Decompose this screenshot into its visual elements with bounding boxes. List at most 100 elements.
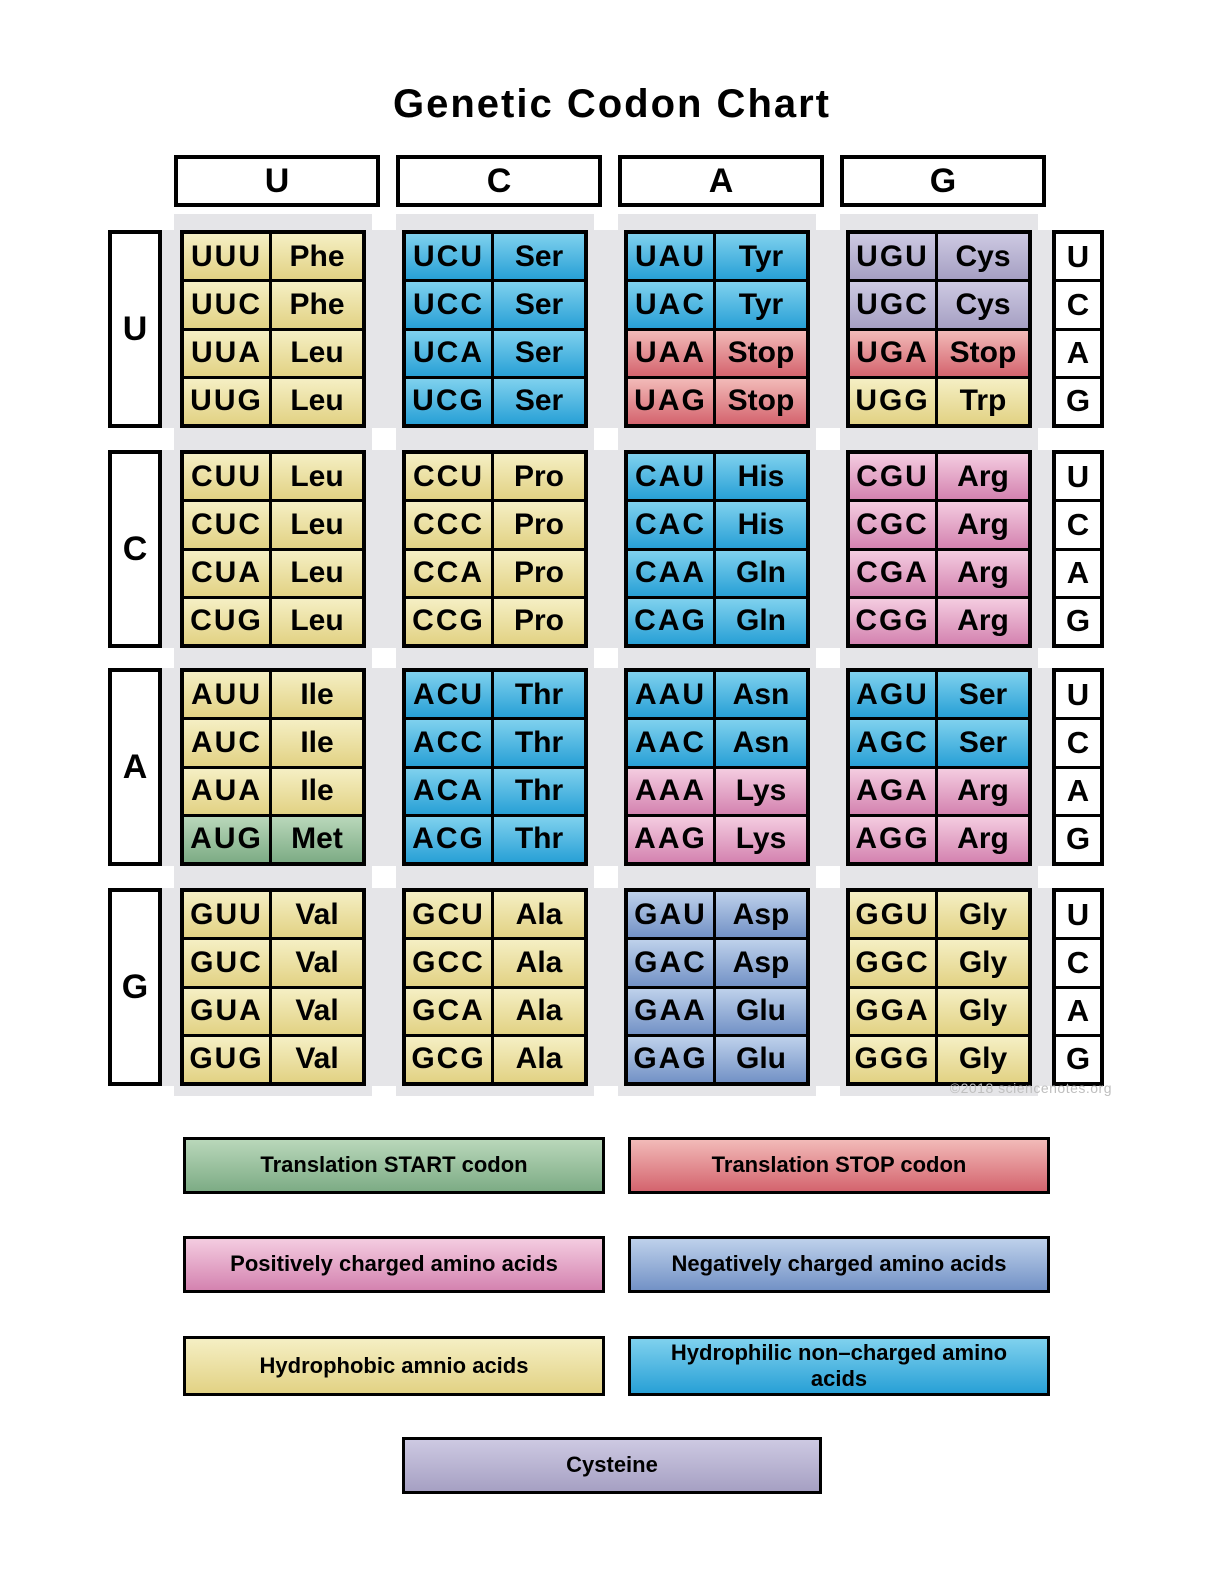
third-base-label: G xyxy=(1056,598,1100,644)
codon-cell: GGA xyxy=(850,988,935,1034)
codon-cell: CCC xyxy=(406,502,491,548)
codon-cell: GCC xyxy=(406,940,491,986)
amino-acid-cell: Arg xyxy=(938,550,1028,596)
codon-cell: CCA xyxy=(406,550,491,596)
legend-label: Hydrophilic non–charged amino acids xyxy=(670,1339,1008,1391)
legend-label: Translation START codon xyxy=(260,1152,528,1178)
amino-acid-cell: Met xyxy=(272,816,362,862)
codon-cell: CUA xyxy=(184,550,269,596)
third-base-label: A xyxy=(1056,988,1100,1034)
amino-acid-cell: Ser xyxy=(494,330,584,376)
codon-cell: GAA xyxy=(628,988,713,1034)
second-base-header-G: G xyxy=(840,155,1046,207)
legend-negative: Negatively charged amino acids xyxy=(628,1236,1050,1293)
legend-label: Positively charged amino acids xyxy=(230,1251,558,1277)
codon-block-GA: GAU Asp GAC Asp GAA Glu GAG Glu xyxy=(624,888,810,1086)
amino-acid-cell: Ser xyxy=(494,282,584,328)
codon-cell: UAG xyxy=(628,378,713,424)
legend-stop: Translation STOP codon xyxy=(628,1137,1050,1194)
amino-acid-cell: Arg xyxy=(938,816,1028,862)
legend-start: Translation START codon xyxy=(183,1137,605,1194)
codon-cell: GUU xyxy=(184,892,269,938)
codon-block-AG: AGU Ser AGC Ser AGA Arg AGG Arg xyxy=(846,668,1032,866)
amino-acid-cell: Ala xyxy=(494,1036,584,1082)
codon-cell: CGU xyxy=(850,454,935,500)
amino-acid-cell: Thr xyxy=(494,672,584,718)
third-base-label: G xyxy=(1056,378,1100,424)
codon-cell: AAC xyxy=(628,720,713,766)
amino-acid-cell: Val xyxy=(272,1036,362,1082)
amino-acid-cell: Leu xyxy=(272,378,362,424)
first-base-label-U: U xyxy=(108,230,162,428)
amino-acid-cell: Val xyxy=(272,988,362,1034)
first-base-label-G: G xyxy=(108,888,162,1086)
first-base-label-A: A xyxy=(108,668,162,866)
codon-cell: UUA xyxy=(184,330,269,376)
amino-acid-cell: Arg xyxy=(938,502,1028,548)
codon-cell: ACC xyxy=(406,720,491,766)
amino-acid-cell: His xyxy=(716,502,806,548)
codon-cell: CUU xyxy=(184,454,269,500)
codon-cell: CGG xyxy=(850,598,935,644)
codon-cell: UAU xyxy=(628,234,713,280)
codon-cell: UUC xyxy=(184,282,269,328)
codon-cell: GGG xyxy=(850,1036,935,1082)
amino-acid-cell: Stop xyxy=(716,378,806,424)
codon-cell: AUA xyxy=(184,768,269,814)
amino-acid-cell: Asn xyxy=(716,720,806,766)
codon-cell: AGA xyxy=(850,768,935,814)
legend-hydrophobic: Hydrophobic amnio acids xyxy=(183,1336,605,1396)
amino-acid-cell: Ser xyxy=(938,672,1028,718)
codon-block-GC: GCU Ala GCC Ala GCA Ala GCG Ala xyxy=(402,888,588,1086)
codon-block-AA: AAU Asn AAC Asn AAA Lys AAG Lys xyxy=(624,668,810,866)
amino-acid-cell: Ser xyxy=(494,378,584,424)
codon-block-CA: CAU His CAC His CAA Gln CAG Gln xyxy=(624,450,810,648)
second-base-header-U: U xyxy=(174,155,380,207)
legend-label: Translation STOP codon xyxy=(711,1152,967,1178)
legend-cysteine: Cysteine xyxy=(402,1437,822,1494)
amino-acid-cell: Phe xyxy=(272,282,362,328)
amino-acid-cell: Ala xyxy=(494,940,584,986)
legend-positive: Positively charged amino acids xyxy=(183,1236,605,1293)
codon-block-UG: UGU Cys UGC Cys UGA Stop UGG Trp xyxy=(846,230,1032,428)
legend-label: Hydrophobic amnio acids xyxy=(259,1352,529,1378)
amino-acid-cell: Gln xyxy=(716,550,806,596)
amino-acid-cell: Ile xyxy=(272,720,362,766)
codon-block-GU: GUU Val GUC Val GUA Val GUG Val xyxy=(180,888,366,1086)
codon-cell: AAG xyxy=(628,816,713,862)
amino-acid-cell: Ser xyxy=(938,720,1028,766)
amino-acid-cell: Gly xyxy=(938,1036,1028,1082)
codon-cell: ACA xyxy=(406,768,491,814)
third-base-label: A xyxy=(1056,768,1100,814)
codon-block-UC: UCU Ser UCC Ser UCA Ser UCG Ser xyxy=(402,230,588,428)
codon-cell: UCA xyxy=(406,330,491,376)
amino-acid-cell: Arg xyxy=(938,768,1028,814)
codon-block-CC: CCU Pro CCC Pro CCA Pro CCG Pro xyxy=(402,450,588,648)
amino-acid-cell: Leu xyxy=(272,502,362,548)
codon-cell: AAU xyxy=(628,672,713,718)
amino-acid-cell: Leu xyxy=(272,550,362,596)
third-base-label: A xyxy=(1056,330,1100,376)
amino-acid-cell: Cys xyxy=(938,234,1028,280)
codon-cell: GUC xyxy=(184,940,269,986)
amino-acid-cell: Ile xyxy=(272,672,362,718)
codon-cell: GCG xyxy=(406,1036,491,1082)
codon-cell: UUU xyxy=(184,234,269,280)
amino-acid-cell: Ser xyxy=(494,234,584,280)
amino-acid-cell: Leu xyxy=(272,330,362,376)
amino-acid-cell: Leu xyxy=(272,598,362,644)
amino-acid-cell: Asn xyxy=(716,672,806,718)
codon-block-CU: CUU Leu CUC Leu CUA Leu CUG Leu xyxy=(180,450,366,648)
third-base-label: G xyxy=(1056,1036,1100,1082)
codon-cell: CAA xyxy=(628,550,713,596)
amino-acid-cell: Pro xyxy=(494,550,584,596)
codon-cell: GUA xyxy=(184,988,269,1034)
page-title: Genetic Codon Chart xyxy=(392,82,832,126)
legend-label: Negatively charged amino acids xyxy=(671,1251,1007,1277)
codon-cell: CAC xyxy=(628,502,713,548)
second-base-header-C: C xyxy=(396,155,602,207)
